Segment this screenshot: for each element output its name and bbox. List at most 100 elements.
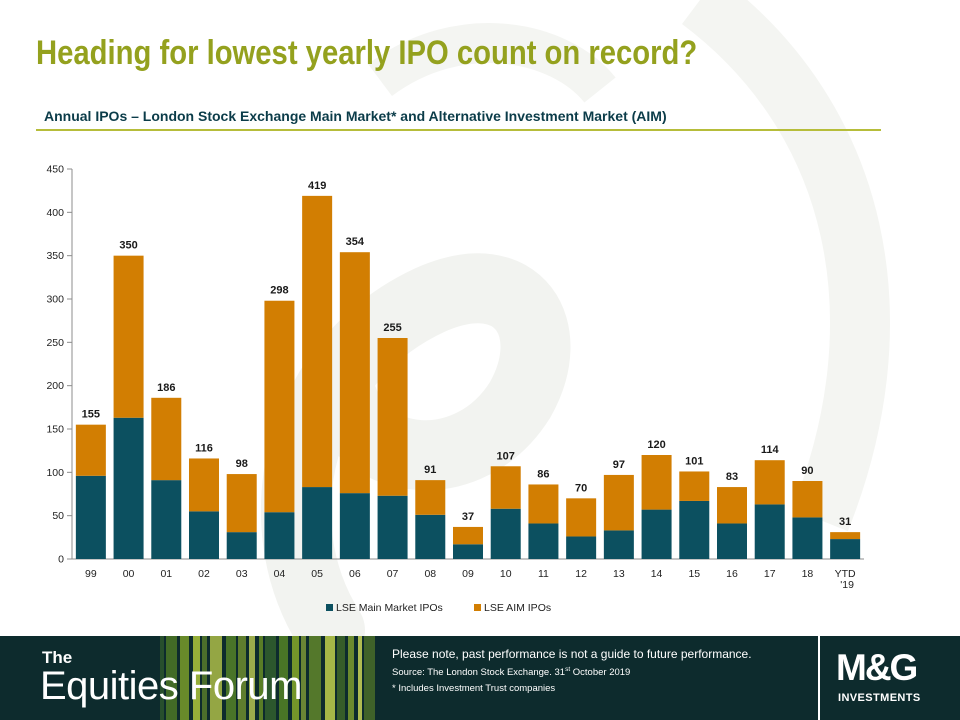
page-title: Heading for lowest yearly IPO count on r… xyxy=(36,34,698,72)
data-label-total-7: 354 xyxy=(346,236,365,248)
ipo-bar-chart: 0501001502002503003504004501559935000186… xyxy=(46,164,864,614)
stripe xyxy=(160,636,164,720)
x-tick-label-4: 03 xyxy=(236,568,248,580)
data-label-total-17: 83 xyxy=(726,471,738,483)
bar-main-market-9 xyxy=(415,514,446,559)
y-tick-label-100: 100 xyxy=(46,467,64,479)
stripe xyxy=(325,636,335,720)
bar-aim-9 xyxy=(415,480,446,515)
stripe xyxy=(337,636,345,720)
x-tick-label-0: 99 xyxy=(85,568,97,580)
data-label-total-11: 107 xyxy=(497,450,515,462)
bar-aim-6 xyxy=(302,195,333,488)
data-label-total-1: 350 xyxy=(119,240,137,252)
x-tick-label-19: 18 xyxy=(802,568,814,580)
bar-aim-11 xyxy=(490,466,521,509)
x-tick-label-13: 12 xyxy=(575,568,587,580)
bar-main-market-8 xyxy=(377,495,408,559)
data-label-total-18: 114 xyxy=(761,444,780,456)
y-tick-label-300: 300 xyxy=(46,294,64,306)
stripe xyxy=(166,636,177,720)
data-label-total-8: 255 xyxy=(383,322,401,334)
data-label-total-3: 116 xyxy=(195,442,213,454)
bar-main-market-7 xyxy=(339,493,370,559)
chart-subtitle: Annual IPOs – London Stock Exchange Main… xyxy=(44,108,667,124)
mg-logo: M&G INVESTMENTS xyxy=(836,648,948,712)
bar-main-market-6 xyxy=(302,487,333,559)
brand-name: Equities Forum xyxy=(40,664,302,708)
stripe xyxy=(358,636,362,720)
legend-swatch-0 xyxy=(326,604,333,611)
x-tick-label-8: 07 xyxy=(387,568,399,580)
stripe xyxy=(364,636,375,720)
bar-main-market-19 xyxy=(792,517,823,559)
stripe xyxy=(265,636,276,720)
source-note: Source: The London Stock Exchange. 31st … xyxy=(392,666,752,678)
data-label-total-15: 120 xyxy=(647,439,665,451)
footer-stripe-art xyxy=(160,636,375,720)
y-tick-label-50: 50 xyxy=(52,510,64,522)
x-tick-label-3: 02 xyxy=(198,568,210,580)
x-tick-label-12: 11 xyxy=(538,568,549,580)
y-tick-label-150: 150 xyxy=(46,424,64,436)
stripe xyxy=(279,636,288,720)
stripe xyxy=(292,636,299,720)
y-tick-label-200: 200 xyxy=(46,380,64,392)
stripe xyxy=(301,636,306,720)
bar-aim-5 xyxy=(264,300,295,513)
x-tick-label-11: 10 xyxy=(500,568,512,580)
x-tick-label-16: 15 xyxy=(688,568,700,580)
x-tick-label-14: 13 xyxy=(613,568,625,580)
data-label-total-2: 186 xyxy=(157,382,175,394)
data-label-total-13: 70 xyxy=(575,482,587,494)
stripe xyxy=(210,636,222,720)
brand-the: The xyxy=(42,648,73,667)
bar-main-market-12 xyxy=(528,523,559,559)
stripe xyxy=(238,636,246,720)
source-superscript: st xyxy=(565,666,571,673)
stripe xyxy=(348,636,354,720)
data-label-total-9: 91 xyxy=(424,464,436,476)
logo-mark: M&G xyxy=(836,647,918,688)
bar-aim-3 xyxy=(189,458,219,512)
bar-aim-0 xyxy=(75,424,106,476)
x-tick-label-20-line2: '19 xyxy=(840,579,854,591)
bar-main-market-16 xyxy=(679,500,710,559)
data-label-total-20: 31 xyxy=(839,516,851,528)
data-label-total-4: 98 xyxy=(236,458,248,470)
bar-main-market-13 xyxy=(566,536,597,559)
x-tick-label-7: 06 xyxy=(349,568,361,580)
x-tick-label-2: 01 xyxy=(160,568,172,580)
stripe xyxy=(259,636,263,720)
bar-main-market-0 xyxy=(75,475,106,559)
stripe xyxy=(180,636,189,720)
data-label-total-5: 298 xyxy=(270,285,288,297)
bar-main-market-4 xyxy=(226,532,257,559)
bar-aim-16 xyxy=(679,471,710,501)
y-tick-label-0: 0 xyxy=(58,554,64,566)
x-tick-label-15: 14 xyxy=(651,568,663,580)
y-tick-label-350: 350 xyxy=(46,250,64,262)
data-label-total-16: 101 xyxy=(685,455,703,467)
bar-aim-13 xyxy=(566,498,597,537)
data-label-total-19: 90 xyxy=(801,465,813,477)
bar-main-market-2 xyxy=(151,480,182,559)
bar-aim-14 xyxy=(603,474,634,531)
bar-main-market-20 xyxy=(830,539,861,559)
bar-main-market-11 xyxy=(490,508,521,559)
bar-main-market-15 xyxy=(641,509,672,559)
stripe xyxy=(202,636,207,720)
footer: The Equities Forum Please note, past per… xyxy=(0,636,960,720)
logo-word: INVESTMENTS xyxy=(838,692,921,704)
y-tick-label-400: 400 xyxy=(46,207,64,219)
bar-aim-1 xyxy=(113,255,144,418)
bar-aim-10 xyxy=(453,526,483,545)
source-prefix: Source: The London Stock Exchange. 31 xyxy=(392,667,566,679)
performance-disclaimer: Please note, past performance is not a g… xyxy=(392,647,752,661)
source-suffix: October 2019 xyxy=(570,667,631,679)
stripe xyxy=(249,636,255,720)
y-tick-label-450: 450 xyxy=(46,164,64,176)
bar-main-market-3 xyxy=(189,511,219,559)
bar-main-market-1 xyxy=(113,417,144,559)
x-tick-label-17: 16 xyxy=(726,568,738,580)
